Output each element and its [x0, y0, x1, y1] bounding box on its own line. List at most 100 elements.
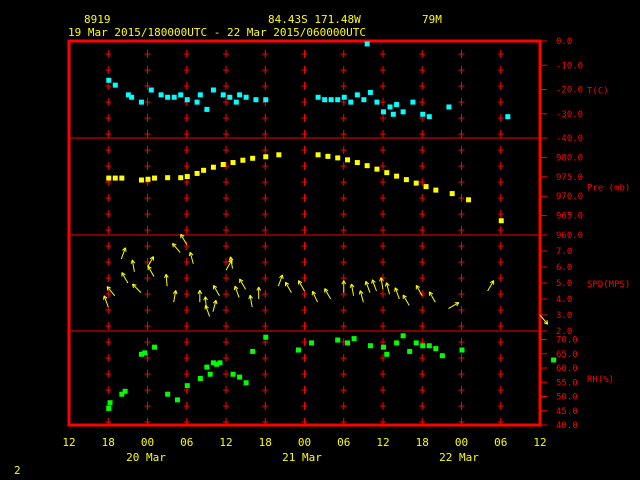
data-point — [171, 94, 177, 100]
data-point — [174, 397, 180, 403]
data-point — [433, 187, 439, 193]
y-tick-label: 2.0 — [556, 327, 572, 337]
data-point — [220, 92, 226, 98]
y-tick-label: 40.0 — [556, 421, 578, 431]
data-point — [145, 176, 151, 182]
wind-arrow — [239, 278, 247, 290]
x-tick-label: 12 — [376, 436, 389, 449]
y-tick-label: -40.0 — [556, 134, 583, 144]
data-point — [364, 41, 370, 47]
data-point — [384, 170, 390, 176]
wind-arrow — [106, 286, 116, 297]
y-tick-label: 980.0 — [556, 153, 583, 163]
y-tick-label: 7.0 — [556, 247, 572, 257]
y-tick-label: 3.0 — [556, 311, 572, 321]
x-day-label: 22 Mar — [439, 451, 479, 464]
y-tick-label: 965.0 — [556, 212, 583, 222]
data-point — [148, 87, 154, 93]
station-elevation: 79M — [422, 13, 442, 26]
data-point — [328, 97, 334, 103]
data-point — [439, 353, 445, 359]
y-tick-label: 960.0 — [556, 231, 583, 241]
data-point — [201, 167, 207, 173]
data-point — [354, 160, 360, 166]
data-point — [106, 175, 112, 181]
data-point — [374, 166, 380, 172]
wind-arrow — [188, 251, 194, 264]
data-point — [112, 175, 118, 181]
data-point — [315, 152, 321, 158]
page-number: 2 — [14, 464, 21, 477]
y-tick-label: 45.0 — [556, 407, 578, 417]
x-tick-label: 18 — [416, 436, 429, 449]
wind-arrow — [180, 233, 188, 245]
data-point — [138, 351, 144, 357]
data-point — [112, 82, 118, 88]
data-point — [400, 109, 406, 115]
y-tick-label: 50.0 — [556, 393, 578, 403]
y-tick-label: 970.0 — [556, 192, 583, 202]
wind-arrow — [256, 286, 262, 299]
y-tick-label: -10.0 — [556, 61, 583, 71]
y-axis-label: RH(%) — [587, 375, 614, 385]
data-point — [407, 348, 413, 354]
wind-arrow — [197, 289, 203, 303]
data-point — [237, 92, 243, 98]
data-point — [106, 77, 112, 83]
data-point — [165, 391, 171, 397]
data-point — [237, 374, 243, 380]
data-point — [394, 102, 400, 108]
y-tick-label: 65.0 — [556, 350, 578, 360]
data-point — [413, 340, 419, 346]
x-tick-label: 18 — [259, 436, 272, 449]
data-point — [152, 175, 158, 181]
x-tick-label: 12 — [533, 436, 546, 449]
data-point — [420, 343, 426, 349]
wind-arrow — [358, 290, 364, 303]
data-point — [210, 87, 216, 93]
data-point — [243, 380, 249, 386]
data-point — [335, 155, 341, 161]
data-point — [230, 160, 236, 166]
y-tick-label: 0.0 — [556, 37, 572, 47]
wind-arrow — [172, 242, 181, 253]
wind-arrow — [212, 284, 220, 297]
data-point — [230, 371, 236, 377]
station-location: 84.43S 171.48W — [268, 13, 361, 26]
data-point — [394, 173, 400, 179]
data-point — [345, 157, 351, 163]
x-tick-label: 06 — [180, 436, 193, 449]
data-point — [374, 99, 380, 105]
data-point — [403, 177, 409, 183]
x-tick-label: 06 — [337, 436, 350, 449]
data-point — [335, 97, 341, 103]
data-point — [210, 164, 216, 170]
data-point — [351, 336, 357, 342]
data-point — [433, 346, 439, 352]
data-point — [387, 104, 393, 110]
wind-arrow — [364, 280, 371, 293]
data-point — [152, 344, 158, 350]
data-point — [295, 347, 301, 353]
data-point — [263, 97, 269, 103]
data-point — [348, 99, 354, 105]
data-point — [165, 94, 171, 100]
data-point — [315, 94, 321, 100]
data-point — [253, 97, 259, 103]
data-point — [466, 197, 472, 203]
y-tick-label: 60.0 — [556, 364, 578, 374]
y-tick-label: 975.0 — [556, 173, 583, 183]
data-point — [446, 104, 452, 110]
data-point — [384, 351, 390, 357]
x-tick-label: 12 — [219, 436, 232, 449]
data-point — [178, 175, 184, 181]
data-point — [220, 161, 226, 167]
station-id: 8919 — [84, 13, 111, 26]
data-point — [204, 364, 210, 370]
data-point — [367, 89, 373, 95]
wind-arrow — [131, 283, 142, 293]
data-point — [551, 357, 557, 363]
data-point — [325, 153, 331, 159]
data-point — [107, 400, 113, 406]
